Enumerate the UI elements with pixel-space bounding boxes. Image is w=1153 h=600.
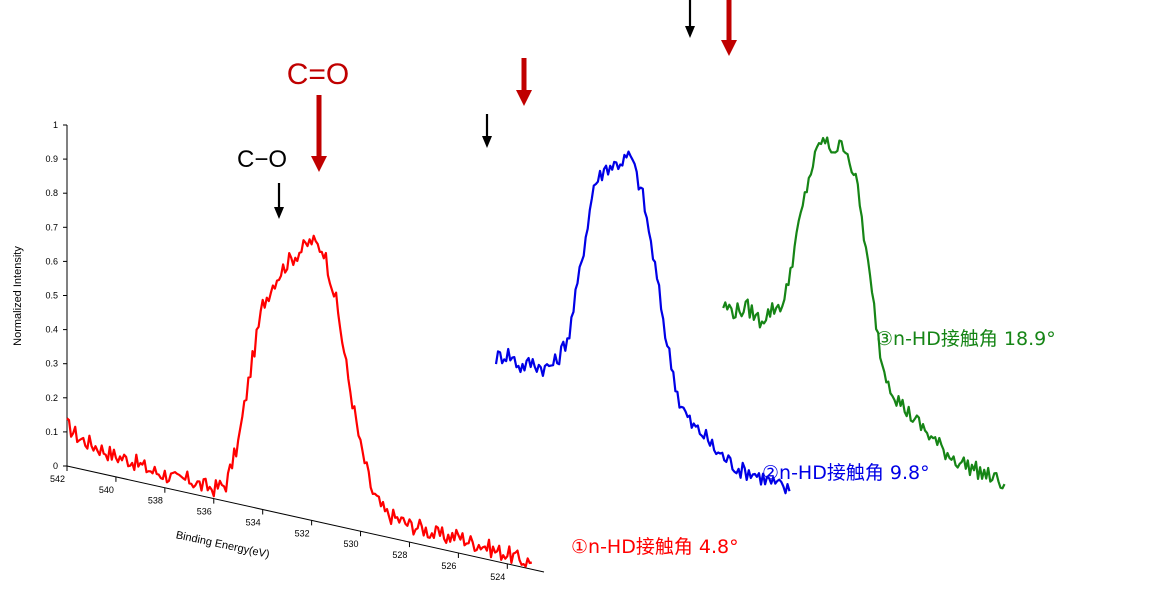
x-axis-line bbox=[66, 465, 545, 573]
peak-arrow-head bbox=[516, 90, 532, 106]
x-axis-title: Binding Energy(eV) bbox=[175, 529, 271, 561]
y-tick-label: 0.8 bbox=[45, 188, 58, 198]
y-tick-label: 0.5 bbox=[45, 291, 58, 301]
peak-arrow-head bbox=[311, 156, 327, 172]
ether-annotation: C−O bbox=[237, 146, 287, 173]
series-label-1: ①n-HD接触角 4.8° bbox=[571, 536, 739, 558]
y-tick-label: 0.4 bbox=[45, 325, 58, 335]
x-tick-label: 532 bbox=[295, 528, 310, 538]
y-tick-label: 0.7 bbox=[45, 222, 58, 232]
y-axis-title: Normalized Intensity bbox=[12, 246, 24, 346]
y-tick-label: 0.3 bbox=[45, 359, 58, 369]
series-line-3 bbox=[722, 136, 1006, 490]
series-label-2: ②n-HD接触角 9.8° bbox=[762, 462, 930, 484]
series-label-3: ③n-HD接触角 18.9° bbox=[876, 328, 1056, 350]
x-tick-label: 540 bbox=[99, 485, 114, 495]
x-tick-label: 542 bbox=[50, 474, 65, 484]
peak-arrows bbox=[274, 0, 737, 219]
y-tick-label: 0 bbox=[53, 461, 58, 471]
y-tick-label: 1 bbox=[53, 120, 58, 130]
series-group bbox=[66, 136, 1006, 568]
peak-arrow-head bbox=[274, 207, 284, 219]
carbonyl-annotation: C=O bbox=[287, 58, 350, 91]
annotations: C=O C−O bbox=[237, 58, 349, 173]
x-tick-label: 530 bbox=[344, 539, 359, 549]
x-tick-label: 524 bbox=[490, 572, 505, 582]
peak-arrow-head bbox=[482, 136, 492, 148]
peak-arrow-head bbox=[685, 26, 695, 38]
x-tick-label: 536 bbox=[197, 507, 212, 517]
x-tick-label: 534 bbox=[246, 517, 261, 527]
y-tick-label: 0.6 bbox=[45, 256, 58, 266]
series-line-1 bbox=[66, 234, 533, 568]
peak-arrow-head bbox=[721, 40, 737, 56]
x-tick-label: 528 bbox=[392, 550, 407, 560]
y-tick-label: 0.9 bbox=[45, 154, 58, 164]
series-line-2 bbox=[494, 150, 791, 495]
x-tick-label: 526 bbox=[441, 561, 456, 571]
y-tick-label: 0.2 bbox=[45, 393, 58, 403]
x-tick-label: 538 bbox=[148, 496, 163, 506]
y-tick-label: 0.1 bbox=[45, 427, 58, 437]
